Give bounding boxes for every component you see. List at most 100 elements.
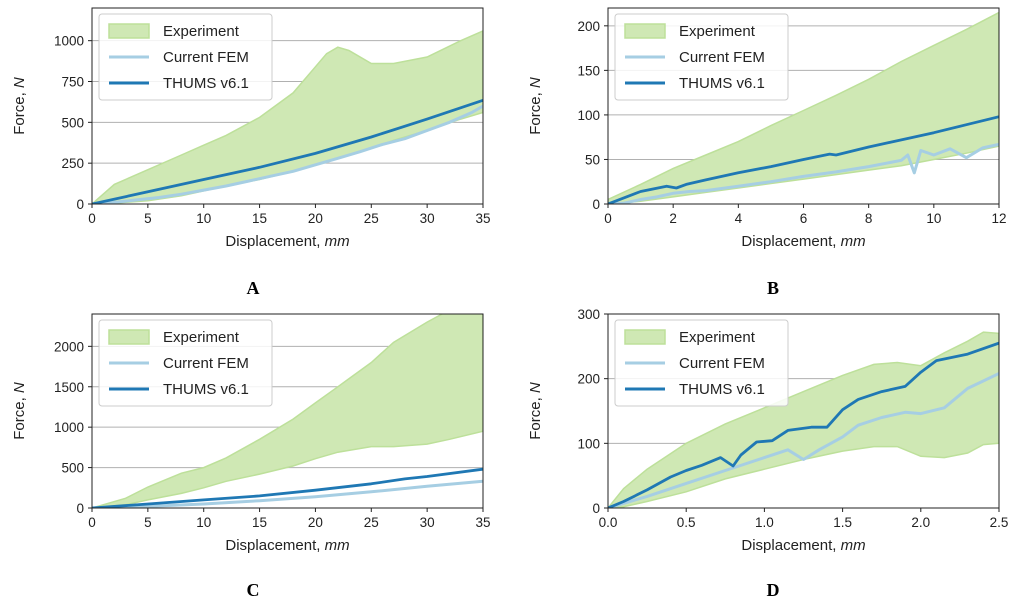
x-tick-label: 0 xyxy=(604,211,612,226)
y-tick-label: 2000 xyxy=(54,339,84,354)
x-tick-label: 15 xyxy=(252,211,267,226)
panel-D: 0.0 0.5 1.0 1.5 2.0 2.5 0 100 200 300 Displacement… xyxy=(527,307,1008,600)
panel-letter: B xyxy=(767,278,779,298)
y-tick-label: 200 xyxy=(577,372,600,387)
series-experiment-band xyxy=(92,314,483,508)
series-thums-v6-1-line xyxy=(608,115,999,204)
legend-label-current-fem: Current FEM xyxy=(163,49,249,66)
x-tick-label: 20 xyxy=(308,515,323,530)
x-tick-label: 12 xyxy=(991,211,1006,226)
series-thums-v6-1-line xyxy=(92,98,483,204)
axes-frame xyxy=(91,313,484,509)
legend-label-current-fem: Current FEM xyxy=(163,355,249,372)
y-tick-label: 50 xyxy=(585,152,600,167)
series-current-fem-line xyxy=(608,142,999,204)
legend-swatch-experiment xyxy=(108,23,150,39)
x-tick-label: 6 xyxy=(800,211,808,226)
y-axis-label: Force, N xyxy=(527,382,544,440)
series-experiment-band xyxy=(608,11,999,204)
x-tick-label: 2.0 xyxy=(911,515,930,530)
x-tick-label: 5 xyxy=(144,515,152,530)
plot-area xyxy=(92,30,483,204)
y-tick-label: 100 xyxy=(577,436,600,451)
x-axis-label: Displacement, mm xyxy=(225,233,349,250)
y-tick-label: 1000 xyxy=(54,420,84,435)
series-current-fem-line xyxy=(608,372,999,508)
y-tick-label: 1500 xyxy=(54,380,84,395)
legend: Experiment Current FEM THUMS v6.1 xyxy=(98,13,273,101)
y-axis-label: Force, N xyxy=(11,382,28,440)
legend: Experiment Current FEM THUMS v6.1 xyxy=(614,319,789,407)
legend-label-current-fem: Current FEM xyxy=(679,355,765,372)
series-current-fem-line xyxy=(92,479,483,508)
legend-label-experiment: Experiment xyxy=(163,23,240,40)
x-tick-label: 5 xyxy=(144,211,152,226)
y-tick-label: 750 xyxy=(61,75,84,90)
panel-C: 0 5 10 15 20 25 30 35 0 500 1000 1500 2000 Displaceme… xyxy=(11,313,491,600)
legend-label-experiment: Experiment xyxy=(679,23,756,40)
x-axis-label: Displacement, mm xyxy=(741,537,865,554)
x-tick-label: 0 xyxy=(88,211,96,226)
y-axis-label: Force, N xyxy=(527,77,544,135)
legend-swatch-experiment xyxy=(624,329,666,345)
y-tick-label: 1000 xyxy=(54,34,84,49)
x-tick-label: 0.5 xyxy=(677,515,696,530)
legend-label-current-fem: Current FEM xyxy=(679,49,765,66)
legend: Experiment Current FEM THUMS v6.1 xyxy=(98,319,273,407)
x-tick-label: 35 xyxy=(475,211,490,226)
x-tick-label: 0 xyxy=(88,515,96,530)
x-tick-label: 10 xyxy=(926,211,941,226)
plot-area xyxy=(92,314,483,508)
y-tick-label: 500 xyxy=(61,115,84,130)
x-tick-label: 8 xyxy=(865,211,873,226)
series-thums-v6-1-line xyxy=(92,467,483,508)
legend-label-thums-v6-1: THUMS v6.1 xyxy=(163,75,249,92)
plot-area xyxy=(608,11,999,204)
y-tick-label: 150 xyxy=(577,63,600,78)
legend-label-experiment: Experiment xyxy=(163,329,240,346)
series-current-fem-line xyxy=(92,104,483,204)
x-tick-label: 10 xyxy=(196,515,211,530)
axes-frame xyxy=(607,313,1000,509)
x-tick-label: 2.5 xyxy=(990,515,1009,530)
y-tick-label: 100 xyxy=(577,108,600,123)
y-tick-label: 500 xyxy=(61,461,84,476)
x-tick-label: 0.0 xyxy=(599,515,618,530)
y-tick-label: 250 xyxy=(61,156,84,171)
legend-label-thums-v6-1: THUMS v6.1 xyxy=(679,75,765,92)
y-tick-label: 300 xyxy=(577,307,600,322)
panel-A: 0 5 10 15 20 25 30 35 0 250 500 750 1000 Displacement… xyxy=(11,7,491,298)
x-tick-label: 1.0 xyxy=(755,515,774,530)
y-axis-label: Force, N xyxy=(11,77,28,135)
x-axis-label: Displacement, mm xyxy=(225,537,349,554)
x-tick-label: 30 xyxy=(420,515,435,530)
y-tick-label: 200 xyxy=(577,19,600,34)
x-axis-label: Displacement, mm xyxy=(741,233,865,250)
x-tick-label: 10 xyxy=(196,211,211,226)
legend-swatch-experiment xyxy=(108,329,150,345)
panel-letter: A xyxy=(247,278,260,298)
legend-label-thums-v6-1: THUMS v6.1 xyxy=(163,381,249,398)
x-tick-label: 2 xyxy=(669,211,677,226)
series-thums-v6-1-line xyxy=(608,341,999,508)
legend-label-thums-v6-1: THUMS v6.1 xyxy=(679,381,765,398)
y-tick-label: 0 xyxy=(76,197,84,212)
x-tick-label: 15 xyxy=(252,515,267,530)
panel-letter: D xyxy=(767,580,780,600)
y-tick-label: 0 xyxy=(76,501,84,516)
x-tick-label: 4 xyxy=(735,211,743,226)
axes-frame xyxy=(91,7,484,205)
x-tick-label: 1.5 xyxy=(833,515,852,530)
x-tick-label: 25 xyxy=(364,515,379,530)
legend-swatch-experiment xyxy=(624,23,666,39)
y-tick-label: 0 xyxy=(592,501,600,516)
x-tick-label: 20 xyxy=(308,211,323,226)
x-tick-label: 30 xyxy=(420,211,435,226)
legend-label-experiment: Experiment xyxy=(679,329,756,346)
x-tick-label: 25 xyxy=(364,211,379,226)
panel-B: 0 2 4 6 8 10 12 0 50 100 150 200 Displacement, mm For… xyxy=(527,7,1007,298)
panel-letter: C xyxy=(247,580,260,600)
x-tick-label: 35 xyxy=(475,515,490,530)
legend: Experiment Current FEM THUMS v6.1 xyxy=(614,13,789,101)
